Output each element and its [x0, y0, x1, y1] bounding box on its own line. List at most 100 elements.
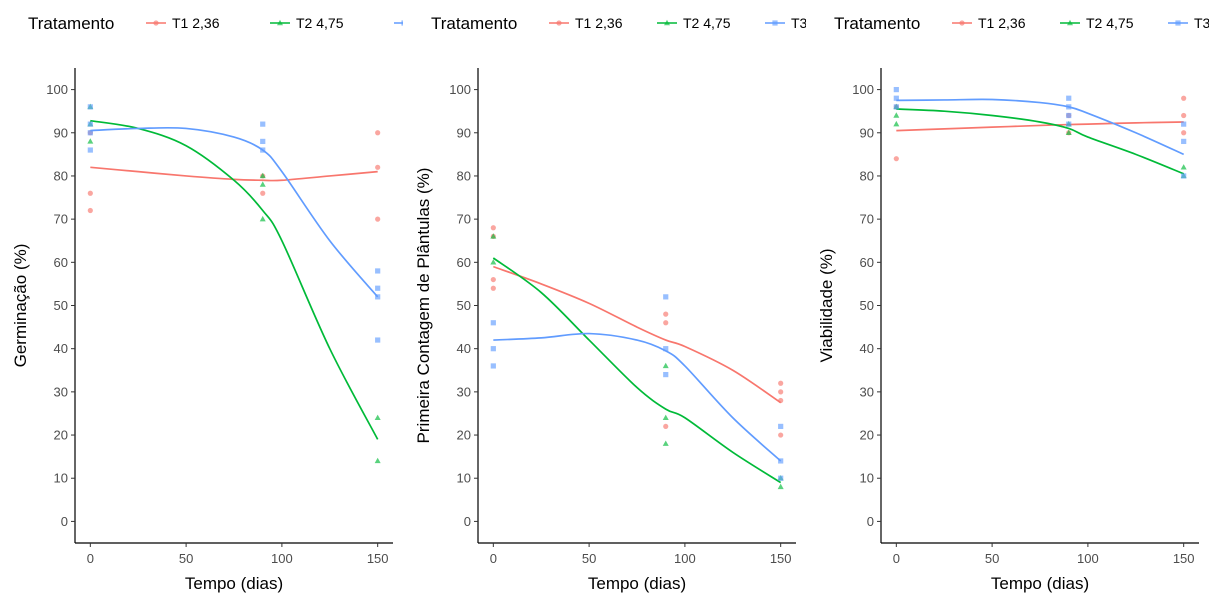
data-point: [490, 276, 496, 283]
series-t2-4-75: [893, 103, 1187, 179]
legend: Tratamento T1 2,36 T2 4,75 T3: [431, 14, 806, 33]
data-point: [663, 371, 669, 378]
data-point: [1181, 121, 1187, 127]
series-t3: [87, 104, 381, 343]
data-point: [662, 414, 669, 420]
y-tick-label: 60: [54, 255, 68, 270]
axes: 0 10 20 30 40 50 60 70 80 90 100 0 50 100 150: [852, 68, 1199, 566]
data-point: [1180, 164, 1187, 170]
trend-line: [896, 98, 1185, 156]
data-point: [375, 164, 381, 170]
y-tick-label: 10: [860, 471, 874, 486]
y-tick-label: 20: [54, 428, 68, 443]
data-point: [1066, 121, 1072, 127]
series-t1-2-36: [87, 130, 381, 222]
data-point: [778, 475, 784, 481]
trend-line: [493, 332, 782, 462]
legend-marker-circle: [153, 20, 159, 26]
legend-title: Tratamento: [431, 14, 517, 33]
data-point: [777, 483, 784, 490]
data-point: [87, 190, 93, 196]
data-point: [893, 95, 899, 101]
trend-line: [90, 119, 379, 440]
y-tick-label: 30: [457, 384, 471, 399]
data-point: [260, 190, 266, 196]
x-tick-label: 0: [893, 551, 900, 566]
legend-title: Tratamento: [834, 14, 920, 33]
trend-line: [896, 108, 1184, 175]
legend-key-t3: [1168, 20, 1188, 26]
legend-label-t1-2-36: T1 2,36: [575, 15, 623, 31]
x-tick-label: 50: [179, 551, 193, 566]
y-tick-label: 40: [457, 341, 471, 356]
data-point: [663, 311, 669, 317]
y-tick-label: 90: [457, 125, 471, 140]
y-axis-title: Viabilidade (%): [817, 248, 836, 362]
data-point: [490, 225, 496, 231]
data-point: [893, 156, 899, 162]
legend-marker-square: [401, 20, 403, 26]
legend-marker-square: [1175, 20, 1181, 26]
data-point: [375, 216, 381, 222]
data-point: [259, 172, 266, 179]
data-point: [893, 104, 899, 110]
legend-title: Tratamento: [28, 14, 114, 33]
x-tick-label: 150: [1173, 551, 1195, 566]
legend-label-t3: T3: [791, 15, 806, 31]
x-tick-label: 0: [87, 551, 94, 566]
data-point: [778, 423, 784, 430]
y-tick-label: 70: [54, 212, 68, 227]
trend-line: [90, 126, 379, 298]
y-tick-label: 30: [860, 384, 874, 399]
y-tick-label: 80: [457, 168, 471, 183]
series-t3: [893, 86, 1187, 179]
trend-line: [493, 265, 782, 404]
legend-key-t1-2-36: [952, 20, 972, 26]
x-tick-label: 50: [985, 551, 999, 566]
data-point: [490, 259, 497, 265]
y-tick-label: 10: [457, 471, 471, 486]
data-point: [1181, 112, 1187, 119]
legend-label-t2-4-75: T2 4,75: [683, 15, 731, 31]
legend-marker-triangle: [1067, 19, 1073, 26]
panel-viabilidade: Tratamento T1 2,36 T2 4,75 T3 0 10 20 30 40 50 60 7…: [806, 0, 1209, 595]
data-point: [374, 414, 381, 420]
y-tick-label: 40: [54, 341, 68, 356]
legend-key-t2-4-75: [270, 19, 290, 26]
y-tick-label: 50: [860, 298, 874, 313]
legend-marker-triangle: [277, 19, 283, 26]
data-point: [778, 380, 784, 386]
legend-marker-triangle: [664, 19, 670, 26]
series-t2-4-75: [490, 233, 784, 490]
legend-key-t2-4-75: [1060, 19, 1080, 26]
y-tick-label: 50: [457, 298, 471, 313]
y-tick-label: 80: [860, 168, 874, 183]
x-tick-label: 100: [1077, 551, 1099, 566]
data-point: [260, 138, 266, 145]
y-tick-label: 30: [54, 384, 68, 399]
data-point: [259, 181, 266, 187]
legend-label-t2-4-75: T2 4,75: [1086, 15, 1134, 31]
x-axis-title: Tempo (dias): [588, 574, 686, 593]
chart-svg: Tratamento T1 2,36 T2 4,75 T3 0 10 20 30 40 50 60 7…: [414, 14, 806, 593]
x-tick-label: 50: [582, 551, 596, 566]
data-point: [1181, 95, 1187, 101]
x-tick-label: 150: [367, 551, 389, 566]
data-point: [374, 457, 381, 464]
data-point: [778, 389, 784, 395]
legend-label-t2-4-75: T2 4,75: [296, 15, 344, 31]
data-point: [1181, 130, 1187, 136]
y-axis-title: Primeira Contagem de Plântulas (%): [414, 168, 433, 444]
y-tick-label: 70: [457, 212, 471, 227]
data-point: [375, 285, 381, 291]
data-point: [1065, 129, 1072, 135]
y-tick-label: 60: [860, 255, 874, 270]
x-axis-title: Tempo (dias): [991, 574, 1089, 593]
legend-label-t1-2-36: T1 2,36: [172, 15, 220, 31]
data-point: [375, 130, 381, 136]
data-point: [260, 121, 266, 127]
y-axis-title: Germinação (%): [11, 244, 30, 368]
